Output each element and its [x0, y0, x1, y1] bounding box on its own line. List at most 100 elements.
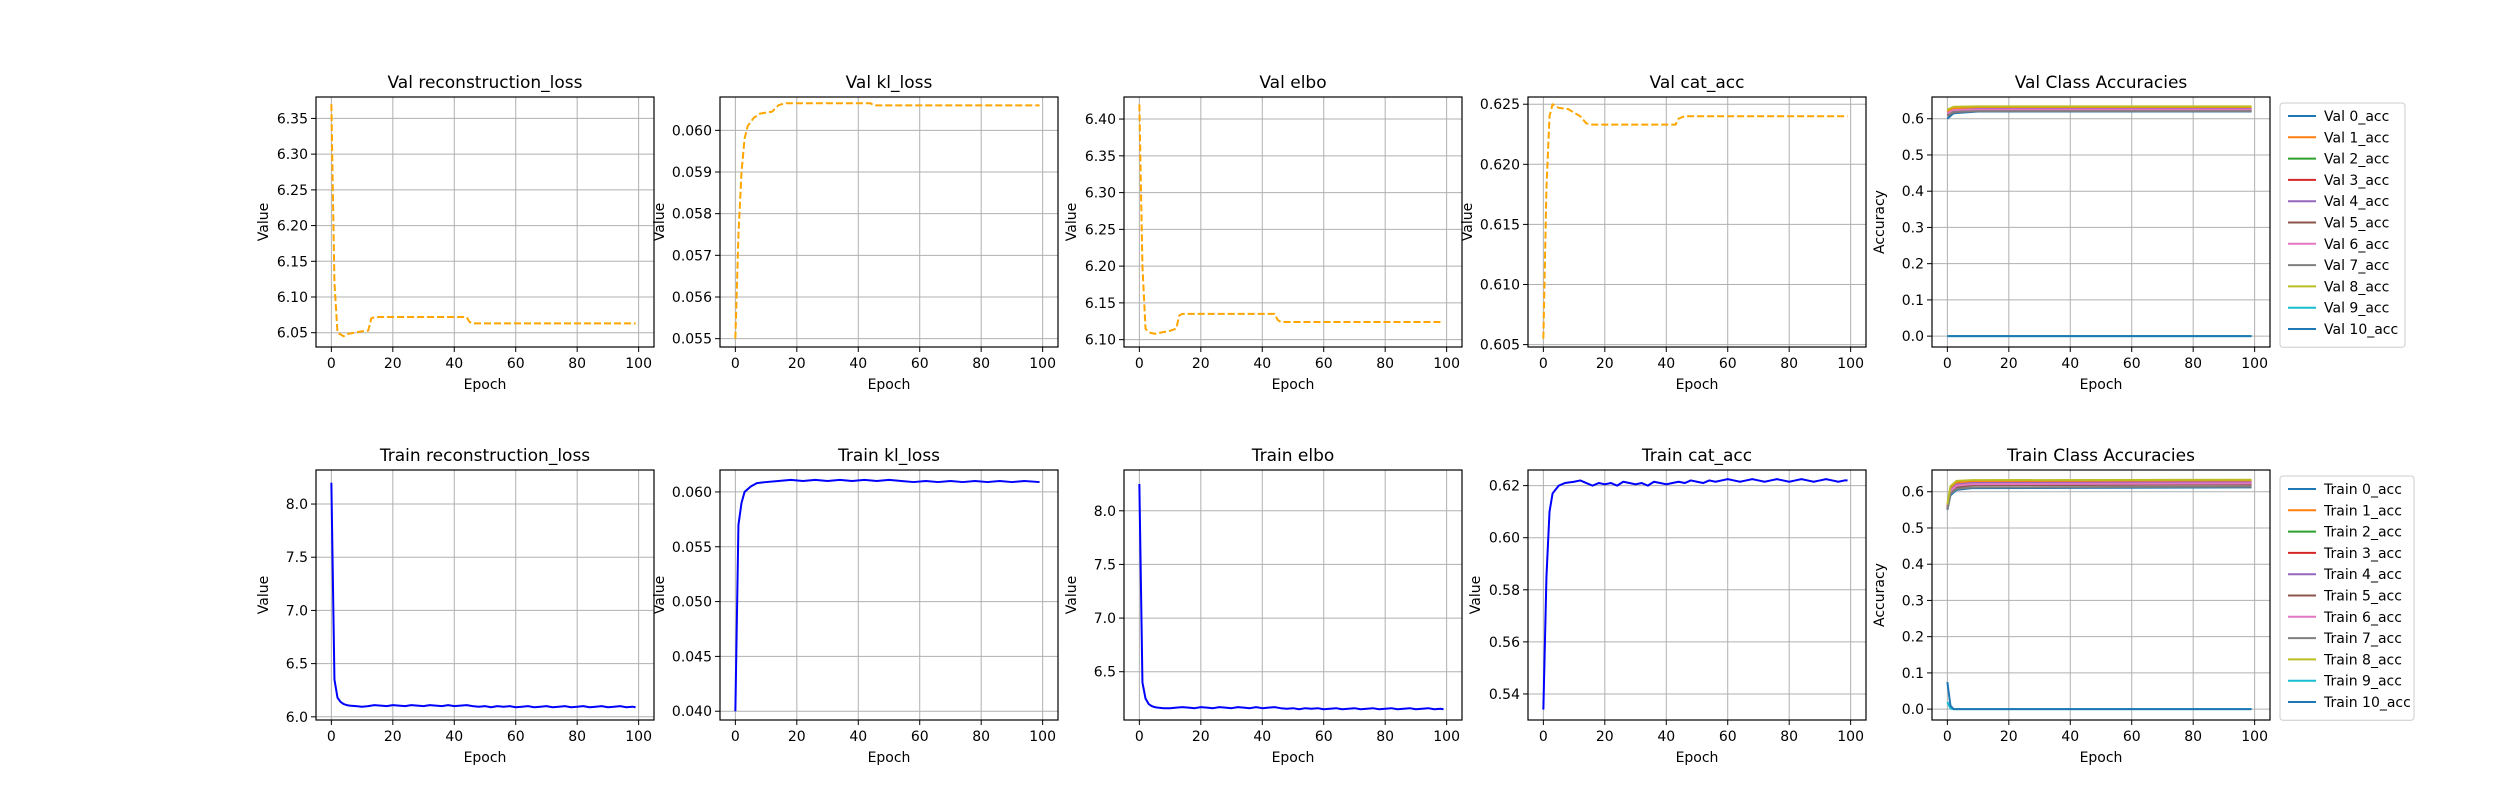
- x-tick-label: 0: [731, 729, 740, 745]
- y-tick-label: 0.059: [672, 165, 712, 181]
- legend-label: Val 1_acc: [2324, 130, 2389, 146]
- x-tick-label: 0: [327, 356, 336, 372]
- series-line-0: [1138, 483, 1444, 711]
- y-tick-label: 0.056: [672, 290, 712, 306]
- series-line-0: [734, 102, 1040, 339]
- x-tick-label: 40: [849, 356, 867, 372]
- x-tick-label: 80: [1780, 729, 1798, 745]
- x-tick-label: 40: [445, 729, 463, 745]
- chart-title: Train cat_acc: [1641, 446, 1752, 466]
- x-tick-label: 100: [1837, 729, 1864, 745]
- x-axis-label: Epoch: [464, 377, 507, 393]
- y-tick-label: 0.058: [672, 207, 712, 223]
- y-tick-label: 0.2: [1902, 630, 1924, 646]
- y-tick-label: 0.055: [672, 332, 712, 348]
- legend-label: Val 8_acc: [2324, 279, 2389, 295]
- y-tick-label: 0.1: [1902, 293, 1924, 309]
- y-tick-label: 0.62: [1489, 479, 1520, 495]
- legend-label: Train 6_acc: [2323, 610, 2402, 626]
- y-tick-label: 6.30: [1085, 186, 1116, 202]
- x-tick-label: 0: [1539, 729, 1548, 745]
- series-line-0: [330, 482, 636, 709]
- y-tick-label: 8.0: [1094, 504, 1116, 520]
- x-axis-label: Epoch: [868, 750, 911, 766]
- y-tick-label: 0.620: [1480, 157, 1520, 173]
- x-tick-label: 0: [1135, 356, 1144, 372]
- x-axis-label: Epoch: [464, 750, 507, 766]
- chart-train-cls: 0 20 40 60 80 100 0.0 0.1 0.2 0.3 0.4 0.5 0.6 Train C…: [1872, 446, 2415, 766]
- y-tick-label: 0.060: [672, 485, 712, 501]
- chart-train-kl: 0 20 40 60 80 100 0.040 0.045 0.050 0.055 0.060 Tra…: [652, 446, 1059, 766]
- x-tick-label: 0: [1943, 729, 1952, 745]
- x-tick-label: 100: [625, 356, 652, 372]
- y-tick-label: 0.055: [672, 540, 712, 556]
- series-line-7: [1946, 110, 2252, 117]
- axes-frame: [1123, 469, 1463, 721]
- legend-label: Train 2_acc: [2323, 525, 2402, 541]
- axes-frame: [1527, 96, 1867, 348]
- y-tick-label: 0.605: [1480, 338, 1520, 354]
- x-tick-label: 60: [1719, 729, 1737, 745]
- y-tick-label: 0.050: [672, 595, 712, 611]
- x-tick-label: 80: [1780, 356, 1798, 372]
- series-line-1: [1946, 106, 2252, 113]
- y-tick-label: 0.625: [1480, 97, 1520, 113]
- legend-label: Train 8_acc: [2323, 652, 2402, 668]
- y-axis-label: Value: [1064, 203, 1080, 241]
- x-tick-label: 20: [384, 356, 402, 372]
- x-tick-label: 20: [2000, 729, 2018, 745]
- x-tick-label: 100: [2241, 729, 2268, 745]
- y-tick-label: 0.60: [1489, 531, 1520, 547]
- x-tick-label: 60: [911, 729, 929, 745]
- y-tick-label: 0.615: [1480, 217, 1520, 233]
- x-tick-label: 60: [507, 356, 525, 372]
- y-tick-label: 6.35: [277, 111, 308, 127]
- series-line-0: [330, 104, 636, 338]
- x-tick-label: 60: [1315, 729, 1333, 745]
- y-tick-label: 0.4: [1902, 184, 1924, 200]
- y-tick-label: 6.5: [1094, 665, 1116, 681]
- axes-frame: [1931, 96, 2271, 348]
- series-line-0: [1542, 478, 1848, 710]
- axes-frame: [315, 96, 655, 348]
- chart-train-elbo: 0 20 40 60 80 100 6.5 7.0 7.5 8.0 Train elbo Epoch V…: [1064, 446, 1463, 766]
- x-axis-label: Epoch: [868, 377, 911, 393]
- legend-label: Val 9_acc: [2324, 301, 2389, 317]
- series-line-0: [1138, 104, 1444, 335]
- axes-frame: [1527, 469, 1867, 721]
- y-tick-label: 0.6: [1902, 112, 1924, 128]
- x-axis-label: Epoch: [2080, 377, 2123, 393]
- y-tick-label: 7.5: [286, 550, 308, 566]
- chart-title: Train Class Accuracies: [2006, 446, 2195, 466]
- chart-val-rec: 0 20 40 60 80 100 6.05 6.10 6.15 6.20 6.25 6.30 6.35…: [256, 73, 655, 393]
- y-tick-label: 0.6: [1902, 485, 1924, 501]
- x-tick-label: 20: [1596, 729, 1614, 745]
- y-tick-label: 0.1: [1902, 666, 1924, 682]
- x-tick-label: 80: [972, 356, 990, 372]
- y-tick-label: 0.4: [1902, 557, 1924, 573]
- x-tick-label: 0: [731, 356, 740, 372]
- x-axis-label: Epoch: [1272, 750, 1315, 766]
- y-tick-label: 6.25: [1085, 222, 1116, 238]
- series-line-0: [1946, 486, 2252, 511]
- axes-frame: [1123, 96, 1463, 348]
- y-tick-label: 6.0: [286, 710, 308, 726]
- axes-frame: [1931, 469, 2271, 721]
- y-tick-label: 7.0: [1094, 611, 1116, 627]
- x-tick-label: 0: [1539, 356, 1548, 372]
- x-tick-label: 40: [1657, 356, 1675, 372]
- series-line-8: [1946, 105, 2252, 111]
- x-tick-label: 20: [788, 356, 806, 372]
- x-tick-label: 40: [1253, 729, 1271, 745]
- legend-label: Val 2_acc: [2324, 152, 2389, 168]
- y-axis-label: Value: [652, 203, 668, 241]
- x-tick-label: 80: [972, 729, 990, 745]
- y-axis-label: Value: [256, 203, 272, 241]
- y-tick-label: 0.0: [1902, 329, 1924, 345]
- chart-title: Val reconstruction_loss: [388, 73, 583, 93]
- series-line-9: [1946, 701, 2252, 711]
- x-tick-label: 0: [1135, 729, 1144, 745]
- y-tick-label: 6.30: [277, 147, 308, 163]
